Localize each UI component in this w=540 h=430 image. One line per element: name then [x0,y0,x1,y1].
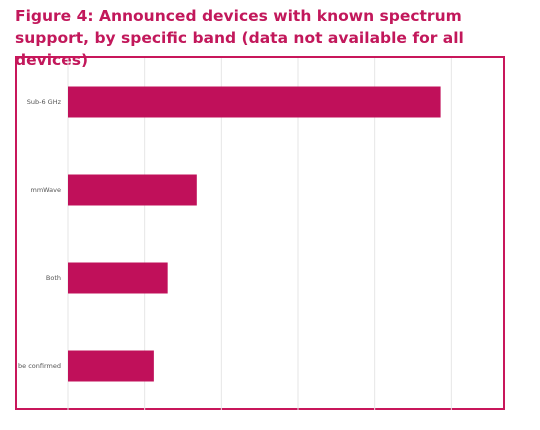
bar-be-confirmed [68,350,154,382]
category-label: mmWave [30,186,61,194]
bar-mmwave [68,174,197,206]
category-labels: Sub-6 GHz mmWave Both be confirmed [18,98,62,370]
bar-sub-6-ghz [68,86,441,118]
chart-frame [15,56,505,410]
category-label: Both [46,274,61,282]
chart-title: Figure 4: Announced devices with known s… [15,7,464,69]
category-label: Sub-6 GHz [27,98,62,106]
category-label: be confirmed [18,362,61,370]
bars [68,86,441,382]
bar-both [68,262,168,294]
